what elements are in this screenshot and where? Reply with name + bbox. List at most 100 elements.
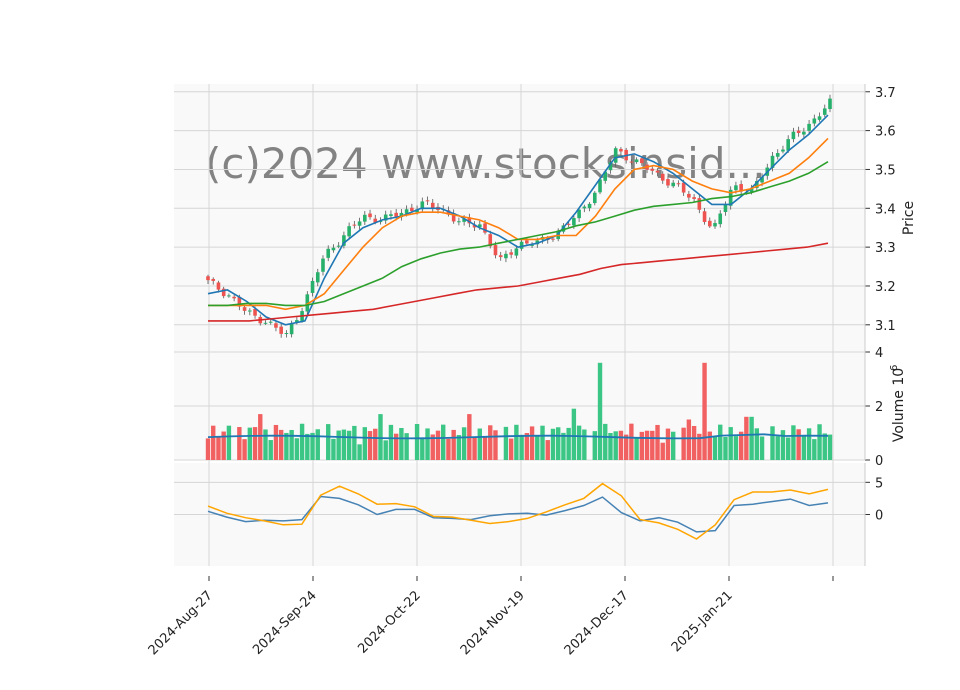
volume-bar xyxy=(420,437,425,460)
candle-body xyxy=(723,204,728,213)
candle-body xyxy=(530,244,534,246)
volume-bar xyxy=(697,433,702,460)
candle-body xyxy=(399,212,404,218)
candle-body xyxy=(796,130,801,133)
volume-bar xyxy=(738,431,744,460)
volume-bar xyxy=(226,425,232,460)
volume-bar xyxy=(660,442,665,460)
volume-bar xyxy=(822,433,827,460)
candle-body xyxy=(410,207,414,212)
candle-body xyxy=(734,185,738,191)
volume-bar xyxy=(561,432,566,460)
volume-bar xyxy=(545,440,550,460)
volume-bar xyxy=(289,429,294,460)
candle-body xyxy=(326,248,331,258)
candle-body xyxy=(681,182,686,193)
price-tick-label: 3.4 xyxy=(875,202,896,217)
candle-body xyxy=(415,209,419,213)
volume-tick-label: 2 xyxy=(875,400,883,415)
price-tick-label: 3.3 xyxy=(875,241,896,256)
candle-body xyxy=(462,218,466,222)
volume-bar xyxy=(352,425,357,460)
volume-bar xyxy=(461,427,467,460)
volume-bar xyxy=(524,432,530,460)
volume-bar xyxy=(331,438,336,460)
volume-bar xyxy=(211,425,216,460)
candle-body xyxy=(666,179,670,186)
candle-body xyxy=(812,118,817,124)
volume-bar xyxy=(780,430,786,460)
candle-body xyxy=(629,161,634,163)
candle-body xyxy=(822,108,827,115)
candle-body xyxy=(263,322,268,324)
volume-bar xyxy=(263,429,268,460)
volume-bar xyxy=(603,423,608,460)
osc-line-1 xyxy=(207,482,829,540)
candle-body xyxy=(608,162,613,171)
candle-body xyxy=(305,294,310,312)
candle-body xyxy=(660,173,665,181)
candle-body xyxy=(394,212,398,217)
volume-bar xyxy=(268,440,273,460)
candle-body xyxy=(613,148,618,163)
candle-body xyxy=(525,240,529,244)
volume-bar xyxy=(378,414,383,460)
volume-bar xyxy=(707,431,712,460)
volume-bar xyxy=(702,362,707,460)
candle-body xyxy=(697,198,702,210)
candle-body xyxy=(477,224,482,228)
volume-panel xyxy=(205,362,833,460)
volume-bar xyxy=(477,428,482,460)
volume-bar xyxy=(791,425,796,460)
volume-bar xyxy=(749,416,754,460)
volume-bar xyxy=(294,438,300,460)
candle-body xyxy=(504,253,508,259)
candle-body xyxy=(770,155,775,168)
candle-body xyxy=(206,276,210,281)
candle-body xyxy=(619,148,623,152)
volume-bar xyxy=(414,424,420,460)
candle-body xyxy=(373,218,378,223)
candle-body xyxy=(363,214,367,222)
candle-body xyxy=(702,211,707,222)
volume-bar xyxy=(634,437,639,460)
candle-body xyxy=(420,201,425,210)
volume-bar xyxy=(519,434,524,460)
candle-body xyxy=(791,131,796,140)
volume-bar xyxy=(550,428,556,460)
volume-ma-line xyxy=(207,433,829,440)
volume-bar xyxy=(650,430,655,460)
volume-bar xyxy=(284,432,289,460)
candle-body xyxy=(514,248,519,256)
candle-body xyxy=(253,308,257,316)
volume-bar xyxy=(801,435,807,460)
volume-bar xyxy=(488,425,493,460)
candle-body xyxy=(430,202,435,208)
volume-bar xyxy=(346,430,352,460)
price-tick-label: 3.5 xyxy=(875,163,896,178)
volume-bar xyxy=(644,430,650,460)
volume-bar xyxy=(817,424,822,460)
volume-bar xyxy=(493,430,498,460)
volume-bar xyxy=(681,427,686,460)
x-tick-label: 2024-Sep-24 xyxy=(250,588,320,658)
ma-line-3 xyxy=(208,242,829,322)
candle-body xyxy=(457,221,461,223)
volume-bar xyxy=(273,424,279,460)
volume-bar xyxy=(373,428,378,460)
candle-body xyxy=(640,158,644,164)
candle-body xyxy=(347,226,351,237)
ma-line-0 xyxy=(207,114,829,326)
gridlines xyxy=(174,84,865,566)
volume-bar xyxy=(472,437,477,460)
candle-body xyxy=(572,218,576,226)
volume-bar xyxy=(252,427,258,460)
x-tick-label: 2024-Aug-27 xyxy=(146,588,216,658)
volume-bar xyxy=(806,428,812,460)
watermark: (c)2024 www.stocksinsid... xyxy=(205,139,766,188)
x-tick-label: 2024-Dec-17 xyxy=(562,588,632,658)
oscillator-panel xyxy=(207,482,829,540)
volume-bar xyxy=(613,431,618,460)
candle-body xyxy=(802,131,806,135)
